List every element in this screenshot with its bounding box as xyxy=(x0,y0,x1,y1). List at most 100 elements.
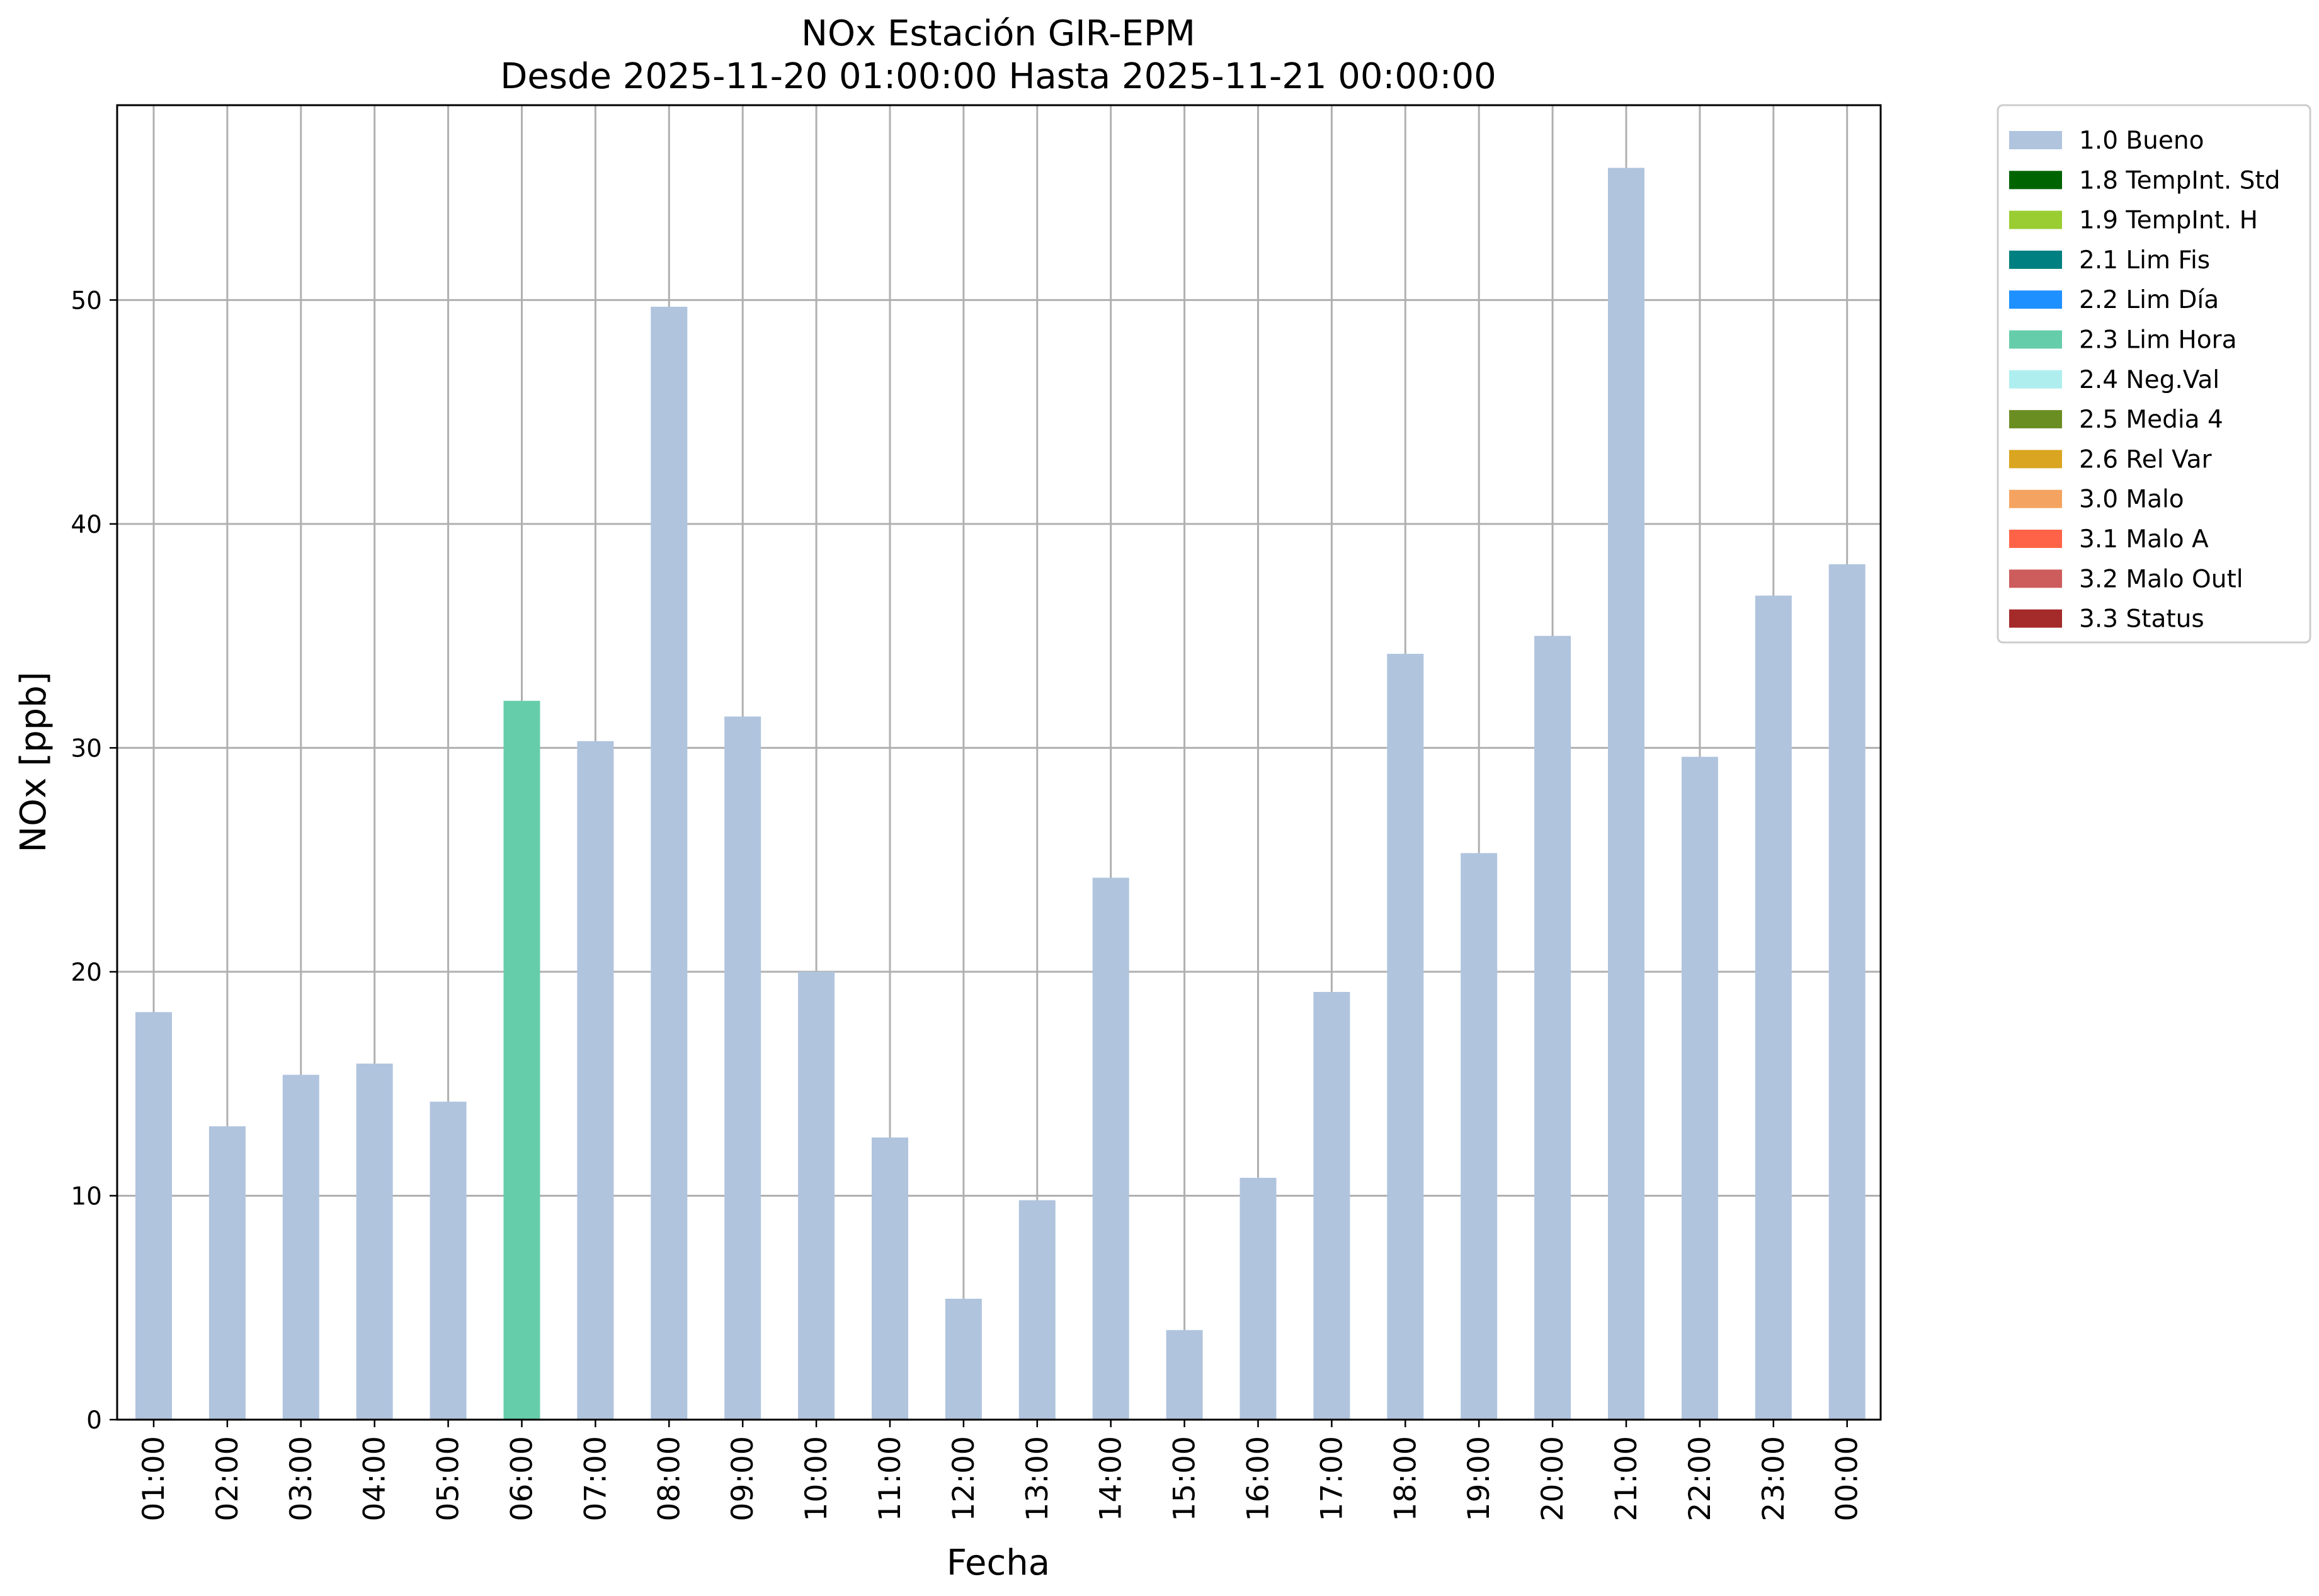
legend-swatch xyxy=(2009,210,2062,229)
legend-label: 2.2 Lim Día xyxy=(2079,286,2219,314)
legend-item: 1.8 TempInt. Std xyxy=(2009,166,2280,195)
legend-swatch xyxy=(2009,410,2062,429)
legend-label: 1.9 TempInt. H xyxy=(2079,207,2258,235)
bar-0600 xyxy=(503,700,540,1420)
legend-swatch xyxy=(2009,290,2062,309)
bar-1300 xyxy=(1018,1200,1056,1420)
x-tick-label: 00:00 xyxy=(1830,1436,1865,1521)
bar-1500 xyxy=(1166,1330,1203,1420)
legend-item: 1.0 Bueno xyxy=(2009,127,2204,155)
x-tick-label: 08:00 xyxy=(652,1436,687,1521)
x-tick-label: 12:00 xyxy=(947,1436,981,1521)
bar-0100 xyxy=(135,1012,172,1420)
legend-swatch xyxy=(2009,609,2062,628)
bar-2000 xyxy=(1534,636,1571,1420)
legend-label: 3.2 Malo Outl xyxy=(2079,565,2243,593)
x-tick-label: 04:00 xyxy=(358,1436,392,1521)
y-tick-label: 10 xyxy=(71,1182,102,1211)
bar-1200 xyxy=(945,1299,982,1420)
legend-swatch xyxy=(2009,489,2062,508)
bar-2300 xyxy=(1755,595,1792,1420)
chart-title: NOx Estación GIR-EPM xyxy=(801,13,1195,54)
legend-swatch xyxy=(2009,131,2062,149)
y-tick-label: 0 xyxy=(86,1406,102,1435)
bar-1900 xyxy=(1461,853,1498,1420)
bar-0500 xyxy=(430,1102,467,1420)
x-tick-label: 20:00 xyxy=(1536,1436,1570,1521)
bar-1600 xyxy=(1239,1178,1277,1420)
bars xyxy=(135,168,1866,1420)
x-tick-label: 09:00 xyxy=(726,1436,760,1521)
legend-label: 2.5 Media 4 xyxy=(2079,406,2223,434)
legend-item: 3.2 Malo Outl xyxy=(2009,565,2243,593)
x-tick-label: 19:00 xyxy=(1462,1436,1496,1521)
x-tick-label: 13:00 xyxy=(1020,1436,1055,1521)
x-tick-label: 16:00 xyxy=(1241,1436,1276,1521)
y-tick-label: 50 xyxy=(71,287,102,315)
legend-label: 2.4 Neg.Val xyxy=(2079,366,2219,394)
x-tick-label: 06:00 xyxy=(505,1436,540,1521)
x-tick-label: 02:00 xyxy=(210,1436,245,1521)
legend-swatch xyxy=(2009,370,2062,389)
legend-label: 3.1 Malo A xyxy=(2079,525,2209,554)
legend-swatch xyxy=(2009,250,2062,269)
legend-item: 1.9 TempInt. H xyxy=(2009,207,2258,235)
x-tick-label: 10:00 xyxy=(799,1436,834,1521)
x-tick-label: 17:00 xyxy=(1314,1436,1349,1521)
legend-box xyxy=(1997,104,2311,644)
legend-item: 3.3 Status xyxy=(2009,605,2204,634)
legend-item: 2.6 Rel Var xyxy=(2009,445,2213,474)
legend-item: 3.0 Malo xyxy=(2009,486,2184,514)
legend-item: 2.1 Lim Fis xyxy=(2009,246,2210,275)
x-tick-label: 11:00 xyxy=(873,1436,908,1521)
legend-item: 3.1 Malo A xyxy=(2009,525,2209,554)
x-axis-label: Fecha xyxy=(947,1542,1050,1583)
y-tick-label: 40 xyxy=(71,511,102,539)
bar-0800 xyxy=(651,306,688,1420)
legend-item: 2.4 Neg.Val xyxy=(2009,366,2219,394)
x-tick-label: 01:00 xyxy=(137,1436,171,1521)
legend-label: 3.0 Malo xyxy=(2079,486,2184,514)
y-tick-label: 30 xyxy=(71,734,102,763)
bar-1800 xyxy=(1387,654,1424,1420)
legend-label: 2.3 Lim Hora xyxy=(2079,326,2237,355)
x-tick-label: 03:00 xyxy=(284,1436,319,1521)
y-axis-label: NOx [ppb] xyxy=(13,671,54,852)
x-tick-label: 05:00 xyxy=(431,1436,466,1521)
legend-label: 1.0 Bueno xyxy=(2079,127,2204,155)
legend-label: 2.1 Lim Fis xyxy=(2079,246,2210,275)
x-tick-label: 18:00 xyxy=(1388,1436,1423,1521)
bar-1000 xyxy=(798,971,835,1420)
legend-item: 2.3 Lim Hora xyxy=(2009,326,2237,355)
legend-swatch xyxy=(2009,530,2062,548)
x-tick-label: 14:00 xyxy=(1094,1436,1129,1521)
x-tick-label: 21:00 xyxy=(1609,1436,1644,1521)
legend-swatch xyxy=(2009,450,2062,469)
bar-0200 xyxy=(208,1126,246,1420)
legend-swatch xyxy=(2009,171,2062,190)
chart-subtitle: Desde 2025-11-20 01:00:00 Hasta 2025-11-… xyxy=(500,56,1496,97)
bar-2200 xyxy=(1681,756,1718,1420)
x-tick-label: 15:00 xyxy=(1168,1436,1202,1521)
y-tick-label: 20 xyxy=(71,959,102,987)
x-tick-label: 23:00 xyxy=(1757,1436,1791,1521)
x-tick-label: 22:00 xyxy=(1683,1436,1718,1521)
bar-0000 xyxy=(1828,564,1866,1420)
legend-label: 2.6 Rel Var xyxy=(2079,445,2213,474)
bar-0300 xyxy=(282,1074,319,1420)
legend-label: 3.3 Status xyxy=(2079,605,2204,634)
legend-item: 2.5 Media 4 xyxy=(2009,406,2223,434)
bar-0700 xyxy=(577,741,614,1420)
bar-2100 xyxy=(1608,168,1644,1420)
plot-frame xyxy=(116,104,1882,1421)
legend-swatch xyxy=(2009,569,2062,588)
bar-0900 xyxy=(724,716,761,1420)
bar-1700 xyxy=(1313,991,1350,1420)
bar-0400 xyxy=(356,1063,393,1420)
axis-ticks: 0 10 20 30 40 50 01:00 02:00 03:00 04:00 05:00 06:0… xyxy=(71,287,1864,1521)
legend-label: 1.8 TempInt. Std xyxy=(2079,166,2280,195)
bar-1100 xyxy=(872,1137,908,1420)
bar-1400 xyxy=(1092,877,1129,1420)
legend: 1.0 Bueno 1.8 TempInt. Std 1.9 TempInt. H 2… xyxy=(1997,104,2311,644)
